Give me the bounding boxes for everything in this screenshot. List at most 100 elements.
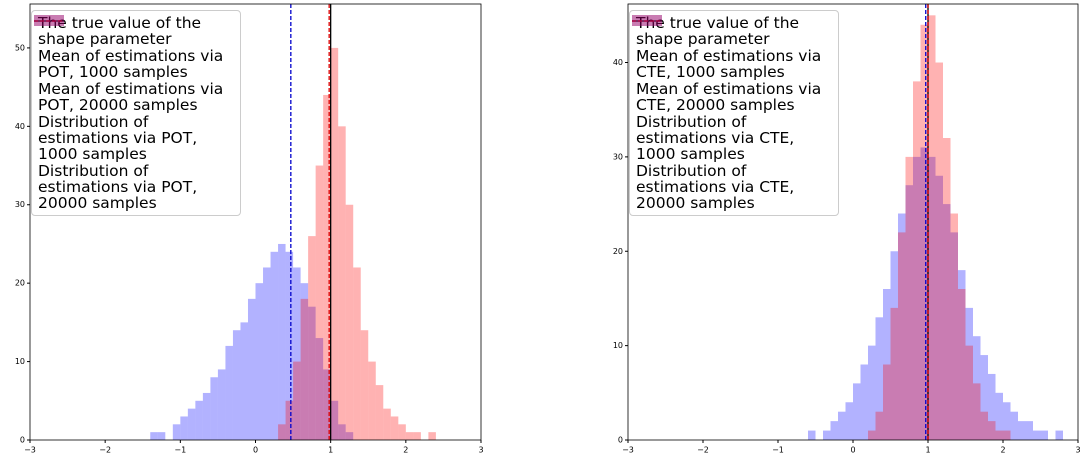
hist-bar xyxy=(270,251,279,440)
hist-bar xyxy=(202,392,211,440)
hist-bar xyxy=(225,345,233,440)
legend-patch xyxy=(34,15,64,26)
hist-bar xyxy=(308,306,316,440)
x-tick-label: 2 xyxy=(1000,446,1005,455)
legend-patch xyxy=(632,15,662,26)
y-tick-label: 50 xyxy=(15,43,25,52)
hist-bar xyxy=(1003,402,1011,440)
hist-bar xyxy=(383,408,391,440)
hist-bar xyxy=(360,330,369,440)
hist-bar xyxy=(263,267,271,440)
x-tick-label: 3 xyxy=(1075,446,1080,455)
hist-bar xyxy=(935,62,943,440)
hist-bar xyxy=(278,243,286,440)
hist-bar xyxy=(210,377,218,440)
hist-bar xyxy=(928,156,936,440)
legend-handle xyxy=(632,20,662,22)
y-tick-label: 10 xyxy=(15,357,25,366)
legend-entry: Distribution of estimations via CTE, 100… xyxy=(632,15,832,162)
legend-label: Mean of estimations via CTE, 1000 sample… xyxy=(636,47,822,81)
hist-bar xyxy=(1018,421,1026,440)
hist-bar xyxy=(890,307,898,440)
hist-bar xyxy=(293,361,301,440)
hist-bar xyxy=(898,232,906,440)
hist-bar xyxy=(875,317,883,440)
hist-bar xyxy=(860,364,868,440)
hist-bar xyxy=(943,204,951,440)
hist-bar xyxy=(428,432,436,440)
legend-entry: Distribution of estimations via POT, 200… xyxy=(34,15,234,212)
hist-bar xyxy=(172,424,181,440)
hist-bar xyxy=(293,267,301,440)
x-tick-label: 2 xyxy=(403,446,408,455)
hist-bar xyxy=(240,322,248,440)
hist-bar xyxy=(1010,411,1018,440)
hist-bar xyxy=(958,270,966,440)
hist-bar xyxy=(323,369,331,440)
legend: The true value of the shape parameter Mea… xyxy=(629,10,839,216)
hist-bar xyxy=(845,402,853,440)
x-tick-label: 0 xyxy=(253,446,258,455)
hist-bar xyxy=(980,355,988,440)
legend-entry: The true value of the shape parameter xyxy=(34,14,234,48)
hist-bar xyxy=(965,307,973,440)
hist-bar xyxy=(1003,430,1011,440)
hist-bar xyxy=(890,251,898,440)
legend-patch xyxy=(34,15,64,26)
legend-label: The true value of the shape parameter xyxy=(38,14,202,48)
legend-patch xyxy=(632,15,662,26)
legend-handle xyxy=(34,15,64,26)
hist-bar xyxy=(315,338,324,440)
legend-label: Distribution of estimations via POT, 100… xyxy=(38,113,198,163)
hist-bar xyxy=(1055,430,1063,440)
hist-bar xyxy=(988,421,996,440)
hist-bar xyxy=(875,411,883,440)
hist-bar xyxy=(338,126,346,440)
hist-bar xyxy=(255,283,264,440)
hist-bar xyxy=(315,165,324,441)
hist-bar xyxy=(345,432,354,440)
hist-bar xyxy=(973,383,981,440)
y-tick-label: 10 xyxy=(613,341,623,350)
legend-entry: Mean of estimations via POT, 1000 sample… xyxy=(34,20,234,80)
hist-bar xyxy=(330,400,339,440)
hist-bar xyxy=(405,432,414,440)
legend: The true value of the shape parameter Mea… xyxy=(31,10,241,216)
hist-bar xyxy=(345,204,354,440)
hist-bar xyxy=(868,345,876,440)
hist-bar xyxy=(323,94,331,441)
hist-bar xyxy=(823,430,831,440)
legend-entry: Distribution of estimations via POT, 100… xyxy=(34,15,234,163)
hist-bar xyxy=(905,185,913,440)
hist-bar xyxy=(1040,430,1048,440)
legend-handle xyxy=(632,15,662,26)
hist-bar xyxy=(180,416,188,440)
hist-bar xyxy=(157,432,166,440)
hist-bar xyxy=(980,411,988,440)
legend-label: Distribution of estimations via POT, 200… xyxy=(38,162,198,212)
hist-bar xyxy=(868,430,876,440)
hist-bar xyxy=(300,298,309,440)
hist-bar xyxy=(187,408,196,440)
hist-bar xyxy=(413,432,421,440)
hist-bar xyxy=(838,411,846,440)
hist-bar xyxy=(943,138,951,440)
hist-bar xyxy=(913,156,921,440)
hist-bar xyxy=(853,383,861,440)
legend-label: Distribution of estimations via CTE, 200… xyxy=(636,162,795,212)
y-tick-label: 20 xyxy=(15,279,25,288)
hist-bar xyxy=(920,147,928,440)
legend-entry: Mean of estimations via CTE, 20000 sampl… xyxy=(632,20,832,113)
x-tick-label: 1 xyxy=(925,446,930,455)
y-tick-label: 0 xyxy=(618,436,623,445)
hist-bar xyxy=(330,47,339,441)
hist-bar xyxy=(913,81,921,440)
legend-entry: The true value of the shape parameter xyxy=(632,15,832,47)
hist-bar xyxy=(830,421,838,440)
hist-bar xyxy=(390,416,399,440)
hist-bar xyxy=(278,424,286,440)
y-tick-label: 40 xyxy=(15,122,25,131)
x-tick-label: −1 xyxy=(772,446,784,455)
